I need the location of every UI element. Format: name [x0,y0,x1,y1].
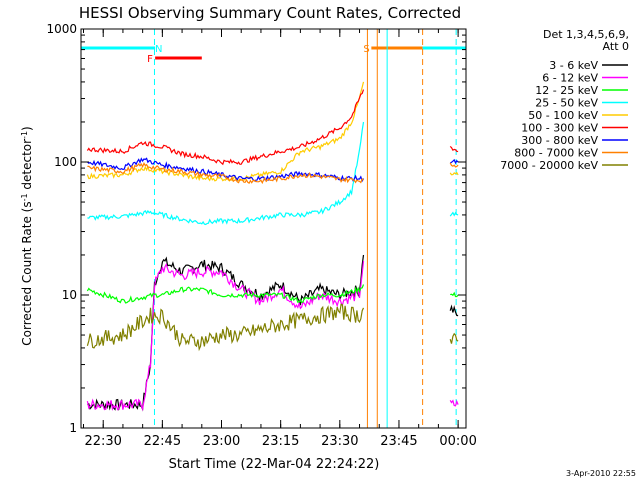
legend-header-line1: Det 1,3,4,5,6,9, [543,28,629,41]
y-axis-label-mid: detector [20,139,34,194]
legend-entry-label: 100 - 300 keV [521,122,598,135]
legend-entry-label: 7000 - 20000 keV [500,159,598,172]
series-line [87,161,364,185]
series-line-segment [449,304,459,317]
plot-frame [80,28,467,429]
chart-title: HESSI Observing Summary Count Rates, Cor… [79,4,461,22]
series-line [86,284,365,304]
series-lines [86,81,459,412]
x-tick-label: 23:45 [380,434,417,449]
series-line-segment [449,158,459,165]
series-line-segment [449,399,459,407]
x-axis-label: Start Time (22-Mar-04 22:24:22) [169,457,380,472]
x-tick-label: 22:45 [144,434,181,449]
flag-label: F [147,54,153,65]
x-tick-label: 23:15 [262,434,299,449]
series-line-segment [449,145,459,153]
axes: 1 10 100 1000 22:30 22:45 23:00 23:15 23:30 23:45… [46,22,476,449]
legend-entry-label: 50 - 100 keV [528,109,598,122]
y-axis-label-main: Corrected Count Rate (s [20,201,34,345]
y-tick-label: 10 [62,288,77,302]
legend-entry-label: 300 - 800 keV [521,134,598,147]
flag-bars: NF S [81,29,466,428]
x-tick-label: 23:00 [203,434,240,449]
series-line [86,260,365,412]
y-axis-label-sup2: -1 [20,131,29,139]
series-line-segment [449,171,459,176]
y-tick-label: 100 [54,155,77,169]
series-line [86,89,365,166]
series-line-segment [450,291,459,298]
y-axis-label-sup1: -1 [20,193,29,201]
legend-entry-label: 6 - 12 keV [542,72,598,85]
legend-entry-label: 12 - 25 keV [535,84,598,97]
flag-label: S [363,44,369,55]
legend-header-line2: Att 0 [603,40,629,53]
series-line [86,303,365,352]
footer-date: 3-Apr-2010 22:55 [566,469,636,478]
x-tick-label: 22:30 [84,434,121,449]
y-tick-label: 1 [69,421,77,435]
y-axis-label: Corrected Count Rate (s-1 detector-1) [20,126,35,345]
series-line [87,121,365,226]
series-line [86,81,365,182]
flag-label: N [155,44,162,55]
series-line-segment [449,332,459,344]
series-line-segment [449,162,459,168]
y-axis-label-end: ) [20,126,34,131]
y-tick-label: 1000 [46,22,77,36]
legend-entry-label: 25 - 50 keV [535,97,598,110]
x-tick-label: 23:30 [321,434,358,449]
series-line-segment [449,211,459,217]
series-line [87,254,365,412]
legend-entry-label: 800 - 7000 keV [514,147,598,160]
legend-entry-label: 3 - 6 keV [549,59,598,72]
x-tick-label: 00:00 [439,434,476,449]
